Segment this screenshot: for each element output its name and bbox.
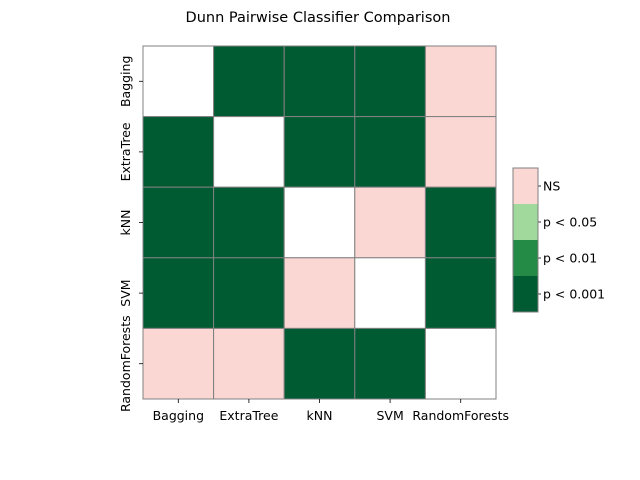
heatmap-cell	[142, 186, 215, 259]
heatmap-cell	[213, 116, 285, 188]
heatmap-cell	[354, 327, 426, 400]
legend-label: p < 0.05	[543, 215, 597, 230]
legend-label: p < 0.01	[543, 251, 597, 266]
y-tick-label: RandomForests	[118, 315, 133, 412]
y-tick-label: ExtraTree	[118, 122, 133, 181]
heatmap-cell	[354, 45, 426, 118]
heatmap-cell	[424, 186, 497, 259]
y-axis-ticks: Bagging ExtraTree kNN SVM RandomForests	[118, 56, 143, 412]
heatmap-cell	[142, 116, 215, 188]
heatmap-cell	[283, 116, 356, 188]
y-tick-label: Bagging	[118, 56, 133, 107]
legend-swatch	[513, 168, 538, 204]
legend-label: p < 0.001	[543, 287, 605, 302]
x-tick-label: RandomForests	[412, 408, 509, 423]
chart-title: Dunn Pairwise Classifier Comparison	[186, 10, 451, 26]
heatmap-cell	[142, 327, 215, 400]
heatmap-cell	[283, 327, 356, 400]
heatmap-cell	[283, 186, 356, 259]
legend-frame	[512, 167, 539, 313]
heatmap-cell	[354, 186, 426, 259]
x-axis-ticks: Bagging ExtraTree kNN SVM RandomForests	[153, 399, 509, 423]
heatmap-cell	[213, 257, 285, 329]
heatmap-cell	[283, 45, 356, 118]
heatmap-cell	[354, 257, 426, 329]
heatmap-cell	[424, 116, 497, 188]
heatmap-cell	[283, 257, 356, 329]
legend-swatch	[513, 240, 538, 276]
x-tick-label: SVM	[376, 408, 403, 423]
heatmap-cell	[424, 45, 497, 118]
heatmap-cell	[142, 257, 215, 329]
x-tick-label: ExtraTree	[219, 408, 278, 423]
legend-swatch	[513, 276, 538, 312]
y-tick-label: kNN	[118, 210, 133, 236]
legend: NS p < 0.05 p < 0.01 p < 0.001	[512, 167, 605, 313]
heatmap-cell	[213, 327, 285, 400]
heatmap-cell	[424, 257, 497, 329]
legend-label: NS	[543, 179, 560, 194]
heatmap-cell	[354, 116, 426, 188]
heatmap-cell	[424, 327, 497, 400]
y-tick-label: SVM	[118, 279, 133, 306]
heatmap-cell	[142, 45, 215, 118]
x-tick-label: Bagging	[153, 408, 204, 423]
x-tick-label: kNN	[307, 408, 333, 423]
legend-swatch	[513, 204, 538, 240]
heatmap-cell	[213, 45, 285, 118]
heatmap-cells	[142, 45, 497, 400]
heatmap-cell	[213, 186, 285, 259]
